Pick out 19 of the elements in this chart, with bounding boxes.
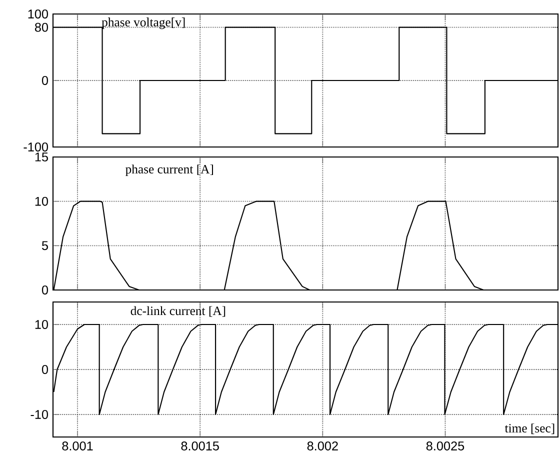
y-tick-label: -10 (30, 410, 48, 419)
x-axis-title: time [sec] (504, 424, 554, 434)
text: phase current [A] (126, 164, 213, 176)
y-tick-label: 100 (28, 10, 48, 18)
x-tick-label: 8.002 (307, 441, 338, 450)
chart-title: dc-link current [A] (130, 306, 226, 317)
y-tick-label: -100 (24, 142, 48, 152)
y-tick-label: 80 (34, 22, 48, 32)
y-tick-label: 10 (35, 196, 48, 206)
y-tick-label: 0 (42, 286, 48, 294)
y-tick-label: 0 (42, 76, 48, 85)
y-tick-label: 5 (42, 241, 48, 250)
y-tick-label: 0 (42, 365, 48, 374)
y-tick-label: 15 (35, 152, 48, 162)
y-tick-label: 10 (35, 320, 48, 329)
x-tick-label: 8.0025 (426, 441, 464, 450)
x-tick-label: 8.0015 (181, 441, 219, 450)
chart-title: phase voltage[v] (102, 18, 185, 30)
x-tick-label: 8.001 (62, 441, 93, 450)
